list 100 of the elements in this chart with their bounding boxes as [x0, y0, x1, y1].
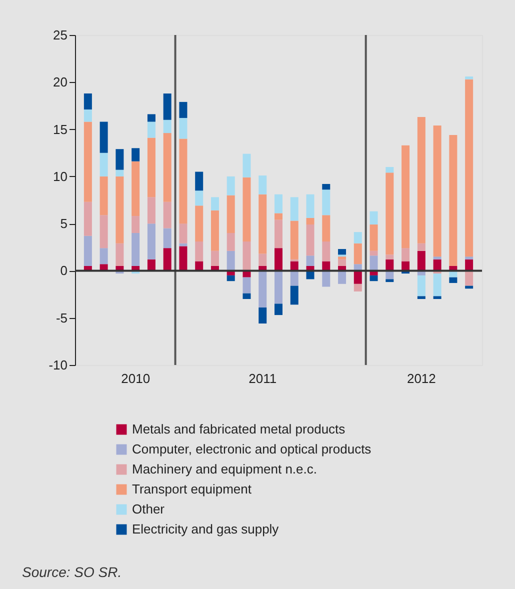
- bar: [322, 190, 330, 216]
- bar: [402, 145, 410, 248]
- bar: [274, 270, 282, 304]
- bar: [433, 274, 442, 296]
- bar: [179, 118, 188, 139]
- bar: [258, 270, 267, 308]
- bar: [242, 177, 251, 242]
- bar: [322, 270, 330, 287]
- bar: [195, 241, 204, 262]
- bar: [322, 184, 330, 190]
- bar: [84, 236, 92, 266]
- bar: [433, 126, 442, 257]
- bar: [417, 296, 426, 299]
- bar: [163, 93, 172, 120]
- bar: [163, 133, 172, 202]
- bar: [84, 202, 92, 236]
- legend-label: Other: [132, 502, 166, 516]
- bar: [210, 210, 219, 251]
- bar: [179, 102, 188, 118]
- bar: [402, 248, 410, 262]
- bar: [306, 218, 314, 225]
- bar: [274, 220, 282, 248]
- bar: [338, 249, 346, 255]
- bar: [465, 79, 474, 257]
- bar: [338, 270, 346, 284]
- bar: [370, 275, 378, 282]
- bar: [354, 284, 362, 292]
- bar: [84, 93, 92, 110]
- bar: [147, 197, 156, 224]
- bar: [258, 307, 267, 324]
- bar: [306, 256, 314, 266]
- bar: [132, 216, 140, 233]
- bar: [132, 161, 140, 216]
- bar: [417, 117, 426, 244]
- y-tick-label: -10: [48, 358, 68, 372]
- bar: [242, 241, 251, 271]
- bar: [84, 109, 92, 122]
- bar: [242, 277, 251, 294]
- bar: [100, 122, 108, 153]
- bar: [433, 296, 442, 299]
- bar: [226, 233, 235, 251]
- bar: [417, 250, 426, 271]
- bar: [179, 138, 188, 224]
- bar: [465, 270, 474, 286]
- bar: [338, 256, 346, 260]
- y-tick-label: -5: [56, 310, 68, 326]
- bar: [465, 76, 474, 80]
- bar: [163, 248, 172, 271]
- bar: [274, 248, 282, 271]
- bar: [147, 122, 156, 138]
- y-tick-label: 10: [53, 168, 68, 184]
- x-tick-label: 2011: [248, 371, 277, 386]
- bar: [147, 138, 156, 198]
- bar: [274, 194, 282, 214]
- bar: [370, 256, 378, 271]
- bar: [370, 250, 378, 256]
- bar: [258, 194, 267, 254]
- bar: [100, 152, 108, 176]
- bar: [163, 228, 172, 248]
- bar: [306, 194, 314, 218]
- x-tick-label: 2010: [121, 371, 150, 386]
- bar: [386, 167, 394, 173]
- bar: [290, 270, 298, 286]
- bar: [242, 154, 251, 178]
- bar: [210, 250, 219, 266]
- bar: [290, 197, 298, 221]
- bar: [338, 259, 346, 266]
- y-tick-label: 20: [53, 74, 68, 90]
- x-tick-label: 2012: [406, 371, 436, 386]
- bar: [354, 243, 362, 264]
- bar: [258, 254, 267, 266]
- y-tick-label: 25: [53, 28, 68, 42]
- bar: [116, 149, 124, 170]
- bar: [210, 197, 219, 210]
- bar: [465, 256, 474, 260]
- bar: [163, 202, 172, 228]
- bar: [274, 304, 282, 316]
- bar: [226, 195, 235, 233]
- bar: [132, 148, 140, 162]
- bar: [386, 172, 394, 255]
- bar: [306, 224, 314, 256]
- bar: [226, 176, 235, 196]
- bar: [322, 215, 330, 242]
- bar: [417, 275, 426, 296]
- bar: [449, 134, 458, 266]
- legend-label: Computer, electronic and optical products: [132, 442, 372, 456]
- bar: [116, 170, 124, 176]
- bar: [386, 279, 394, 282]
- bar: [449, 277, 458, 283]
- bar: [179, 246, 188, 271]
- bar: [370, 211, 378, 225]
- bar: [147, 114, 156, 122]
- bar: [433, 256, 442, 260]
- legend-label: Electricity and gas supply: [132, 522, 280, 536]
- legend-label: Transport equipment: [132, 482, 252, 496]
- bar: [195, 190, 204, 206]
- y-tick-label: 0: [60, 263, 68, 278]
- bar: [290, 286, 298, 305]
- bar: [179, 224, 188, 244]
- bar: [116, 243, 124, 266]
